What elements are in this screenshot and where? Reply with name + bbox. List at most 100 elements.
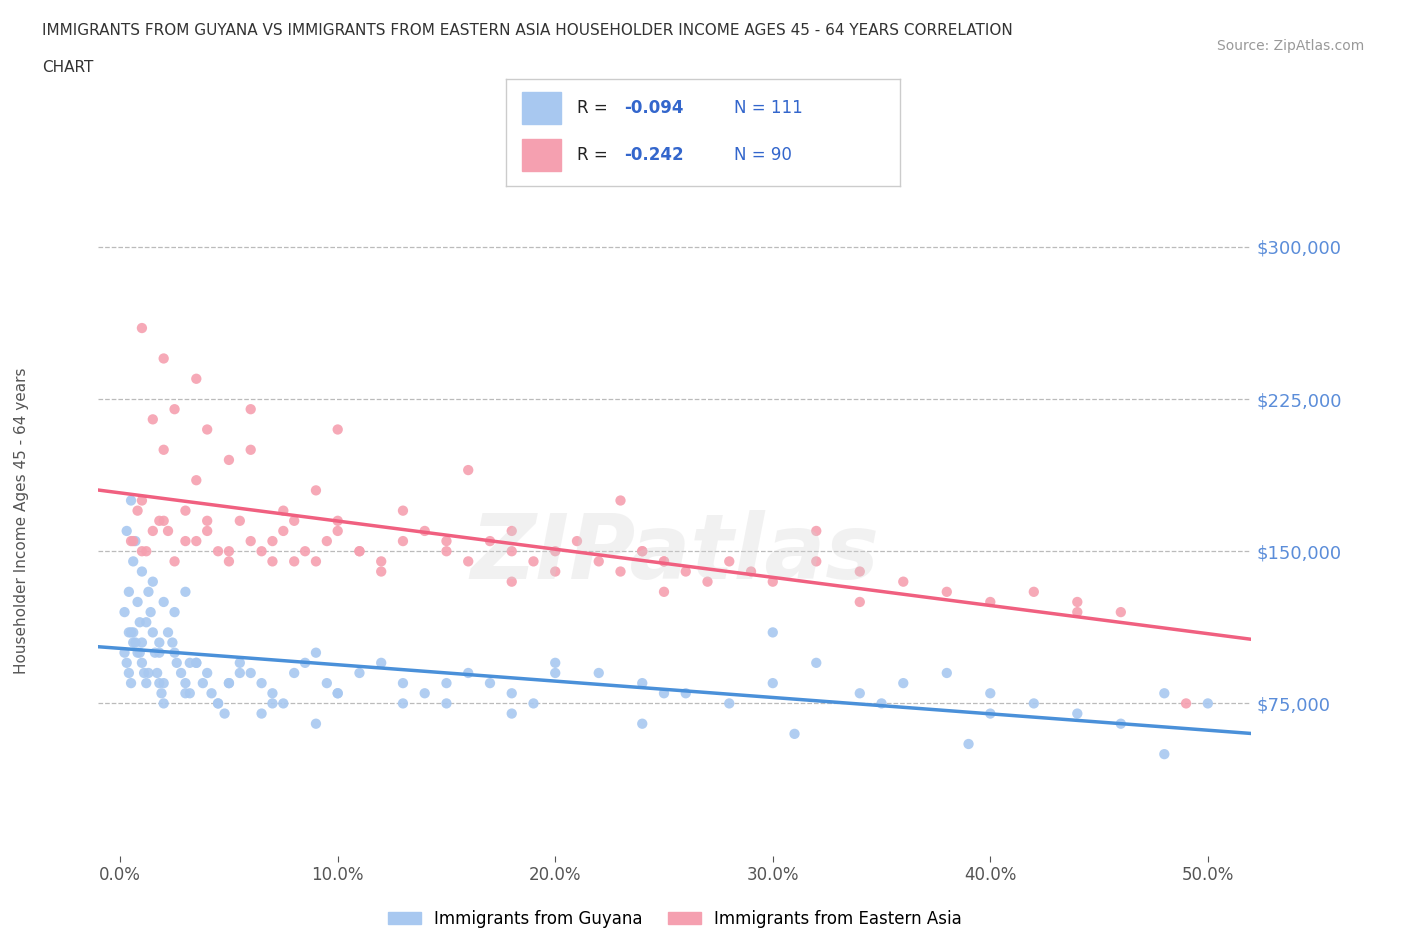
Point	[891, 574, 914, 589]
Text: N = 111: N = 111	[734, 99, 803, 117]
Point	[152, 594, 174, 609]
Point	[120, 676, 142, 691]
Point	[157, 625, 180, 640]
Point	[370, 565, 392, 579]
Point	[142, 574, 165, 589]
Point	[315, 676, 337, 691]
Point	[392, 696, 415, 711]
Point	[127, 645, 149, 660]
Point	[118, 625, 141, 640]
Point	[1066, 594, 1088, 609]
Point	[718, 696, 741, 711]
Point	[135, 676, 157, 691]
Point	[250, 706, 273, 721]
Point	[146, 666, 169, 681]
Point	[122, 635, 145, 650]
Point	[806, 554, 828, 569]
Point	[179, 685, 201, 700]
Point	[305, 483, 328, 498]
Point	[218, 676, 240, 691]
Point	[127, 594, 149, 609]
Point	[806, 524, 828, 538]
Point	[239, 534, 262, 549]
Point	[349, 544, 371, 559]
Point	[120, 625, 142, 640]
Text: CHART: CHART	[42, 60, 94, 75]
Point	[501, 524, 523, 538]
Point	[349, 666, 371, 681]
Point	[124, 534, 146, 549]
Point	[315, 534, 337, 549]
Point	[262, 696, 284, 711]
Point	[250, 544, 273, 559]
Text: R =: R =	[576, 99, 613, 117]
Point	[457, 462, 479, 477]
Point	[239, 402, 262, 417]
Point	[652, 554, 675, 569]
Point	[174, 676, 197, 691]
Point	[1153, 747, 1175, 762]
Point	[186, 472, 208, 487]
Point	[195, 513, 218, 528]
Point	[152, 696, 174, 711]
Text: R =: R =	[576, 146, 613, 164]
Point	[588, 554, 610, 569]
Text: N = 90: N = 90	[734, 146, 793, 164]
Text: -0.242: -0.242	[624, 146, 683, 164]
Point	[186, 371, 208, 386]
Text: Source: ZipAtlas.com: Source: ZipAtlas.com	[1216, 39, 1364, 53]
Point	[609, 493, 631, 508]
Point	[544, 666, 567, 681]
Bar	[522, 92, 561, 124]
Point	[326, 524, 349, 538]
Point	[250, 676, 273, 691]
Point	[1022, 696, 1045, 711]
Point	[139, 604, 162, 619]
Point	[163, 402, 186, 417]
Point	[166, 656, 188, 671]
Point	[118, 584, 141, 599]
Point	[138, 584, 160, 599]
Text: Householder Income Ages 45 - 64 years: Householder Income Ages 45 - 64 years	[14, 367, 28, 674]
Point	[1109, 604, 1132, 619]
Point	[229, 666, 252, 681]
Point	[979, 594, 1001, 609]
Point	[207, 544, 229, 559]
Point	[131, 565, 153, 579]
Point	[179, 656, 201, 671]
Point	[157, 524, 180, 538]
Point	[135, 615, 157, 630]
Point	[501, 706, 523, 721]
Point	[849, 565, 872, 579]
Point	[152, 513, 174, 528]
Point	[128, 645, 150, 660]
Point	[152, 676, 174, 691]
Point	[891, 676, 914, 691]
Point	[114, 604, 136, 619]
Point	[935, 584, 957, 599]
Point	[148, 635, 170, 650]
Point	[115, 656, 138, 671]
Point	[849, 594, 872, 609]
Point	[229, 656, 252, 671]
Point	[142, 412, 165, 427]
Point	[150, 685, 173, 700]
Point	[413, 524, 436, 538]
Point	[218, 554, 240, 569]
Point	[436, 676, 458, 691]
Point	[174, 584, 197, 599]
Point	[957, 737, 980, 751]
Point	[200, 685, 222, 700]
Point	[122, 534, 145, 549]
Point	[131, 321, 153, 336]
Point	[305, 645, 328, 660]
Point	[718, 554, 741, 569]
Point	[326, 513, 349, 528]
Point	[218, 676, 240, 691]
Point	[1175, 696, 1198, 711]
Point	[152, 351, 174, 365]
Point	[349, 544, 371, 559]
Point	[478, 676, 501, 691]
Point	[696, 574, 718, 589]
Point	[283, 554, 305, 569]
